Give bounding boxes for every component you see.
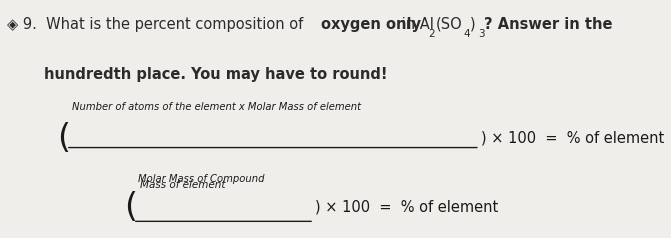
Text: Molar Mass of Compound: Molar Mass of Compound xyxy=(138,174,264,184)
Text: ? Answer in the: ? Answer in the xyxy=(484,17,613,32)
Text: 2: 2 xyxy=(428,29,435,39)
Text: oxygen only: oxygen only xyxy=(321,17,421,32)
Text: ◈ 9.  What is the percent composition of: ◈ 9. What is the percent composition of xyxy=(7,17,307,32)
Text: Mass of element: Mass of element xyxy=(140,180,225,190)
Text: 3: 3 xyxy=(478,29,484,39)
Text: (: ( xyxy=(57,122,70,154)
Text: ) × 100  =  % of element: ) × 100 = % of element xyxy=(315,199,499,215)
Text: ): ) xyxy=(470,17,475,32)
Text: Number of atoms of the element x Molar Mass of element: Number of atoms of the element x Molar M… xyxy=(72,102,362,112)
Text: ) × 100  =  % of element: ) × 100 = % of element xyxy=(481,130,664,146)
Text: (SO: (SO xyxy=(436,17,463,32)
Text: (: ( xyxy=(124,191,137,223)
Text: in Al: in Al xyxy=(397,17,434,32)
Text: 4: 4 xyxy=(463,29,470,39)
Text: hundredth place. You may have to round!: hundredth place. You may have to round! xyxy=(44,67,387,82)
